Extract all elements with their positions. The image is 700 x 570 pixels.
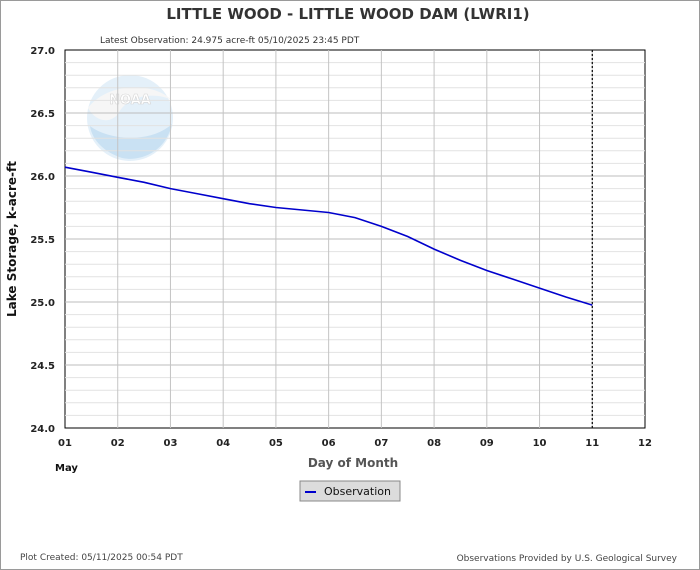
month-label: May: [55, 463, 78, 474]
x-axis-ticks: 01 02 03 04 05 06 07 08 09 10 11 12: [58, 438, 652, 449]
grid: [65, 50, 645, 428]
noaa-logo-wave-icon: [90, 124, 172, 159]
y-axis-ticks: 24.0 24.5 25.0 25.5 26.0 26.5 27.0: [30, 46, 55, 435]
x-tick-label: 04: [216, 438, 230, 449]
x-tick-label: 09: [480, 438, 494, 449]
series-line-observation: [64, 166, 593, 306]
y-tick-label: 25.5: [30, 235, 55, 246]
x-tick-label: 06: [322, 438, 336, 449]
x-tick-label: 07: [374, 438, 388, 449]
x-tick-label: 11: [585, 438, 599, 449]
legend: Observation: [299, 480, 401, 502]
y-tick-label: 26.0: [30, 172, 55, 183]
y-tick-label: 24.5: [30, 361, 55, 372]
x-tick-label: 08: [427, 438, 441, 449]
x-tick-label: 05: [269, 438, 283, 449]
noaa-logo-bird-icon: [88, 87, 172, 121]
legend-label: Observation: [324, 485, 391, 498]
y-tick-label: 24.0: [30, 424, 55, 435]
x-tick-label: 01: [58, 438, 72, 449]
chart-subtitle: Latest Observation: 24.975 acre-ft 05/10…: [100, 36, 360, 46]
y-tick-label: 26.5: [30, 109, 55, 120]
chart-title: LITTLE WOOD - LITTLE WOOD DAM (LWRI1): [166, 5, 529, 23]
footer-provided-by: Observations Provided by U.S. Geological…: [457, 554, 678, 564]
x-tick-label: 12: [638, 438, 652, 449]
y-axis-label: Lake Storage, k-acre-ft: [5, 161, 19, 317]
legend-box: [299, 480, 401, 502]
y-tick-label: 25.0: [30, 298, 55, 309]
x-tick-label: 03: [163, 438, 177, 449]
footer-plot-created: Plot Created: 05/11/2025 00:54 PDT: [20, 553, 183, 563]
series-layer: [64, 166, 593, 306]
x-axis-label: Day of Month: [308, 456, 398, 470]
x-tick-label: 02: [111, 438, 125, 449]
x-tick-label: 10: [533, 438, 547, 449]
y-tick-label: 27.0: [30, 46, 55, 57]
